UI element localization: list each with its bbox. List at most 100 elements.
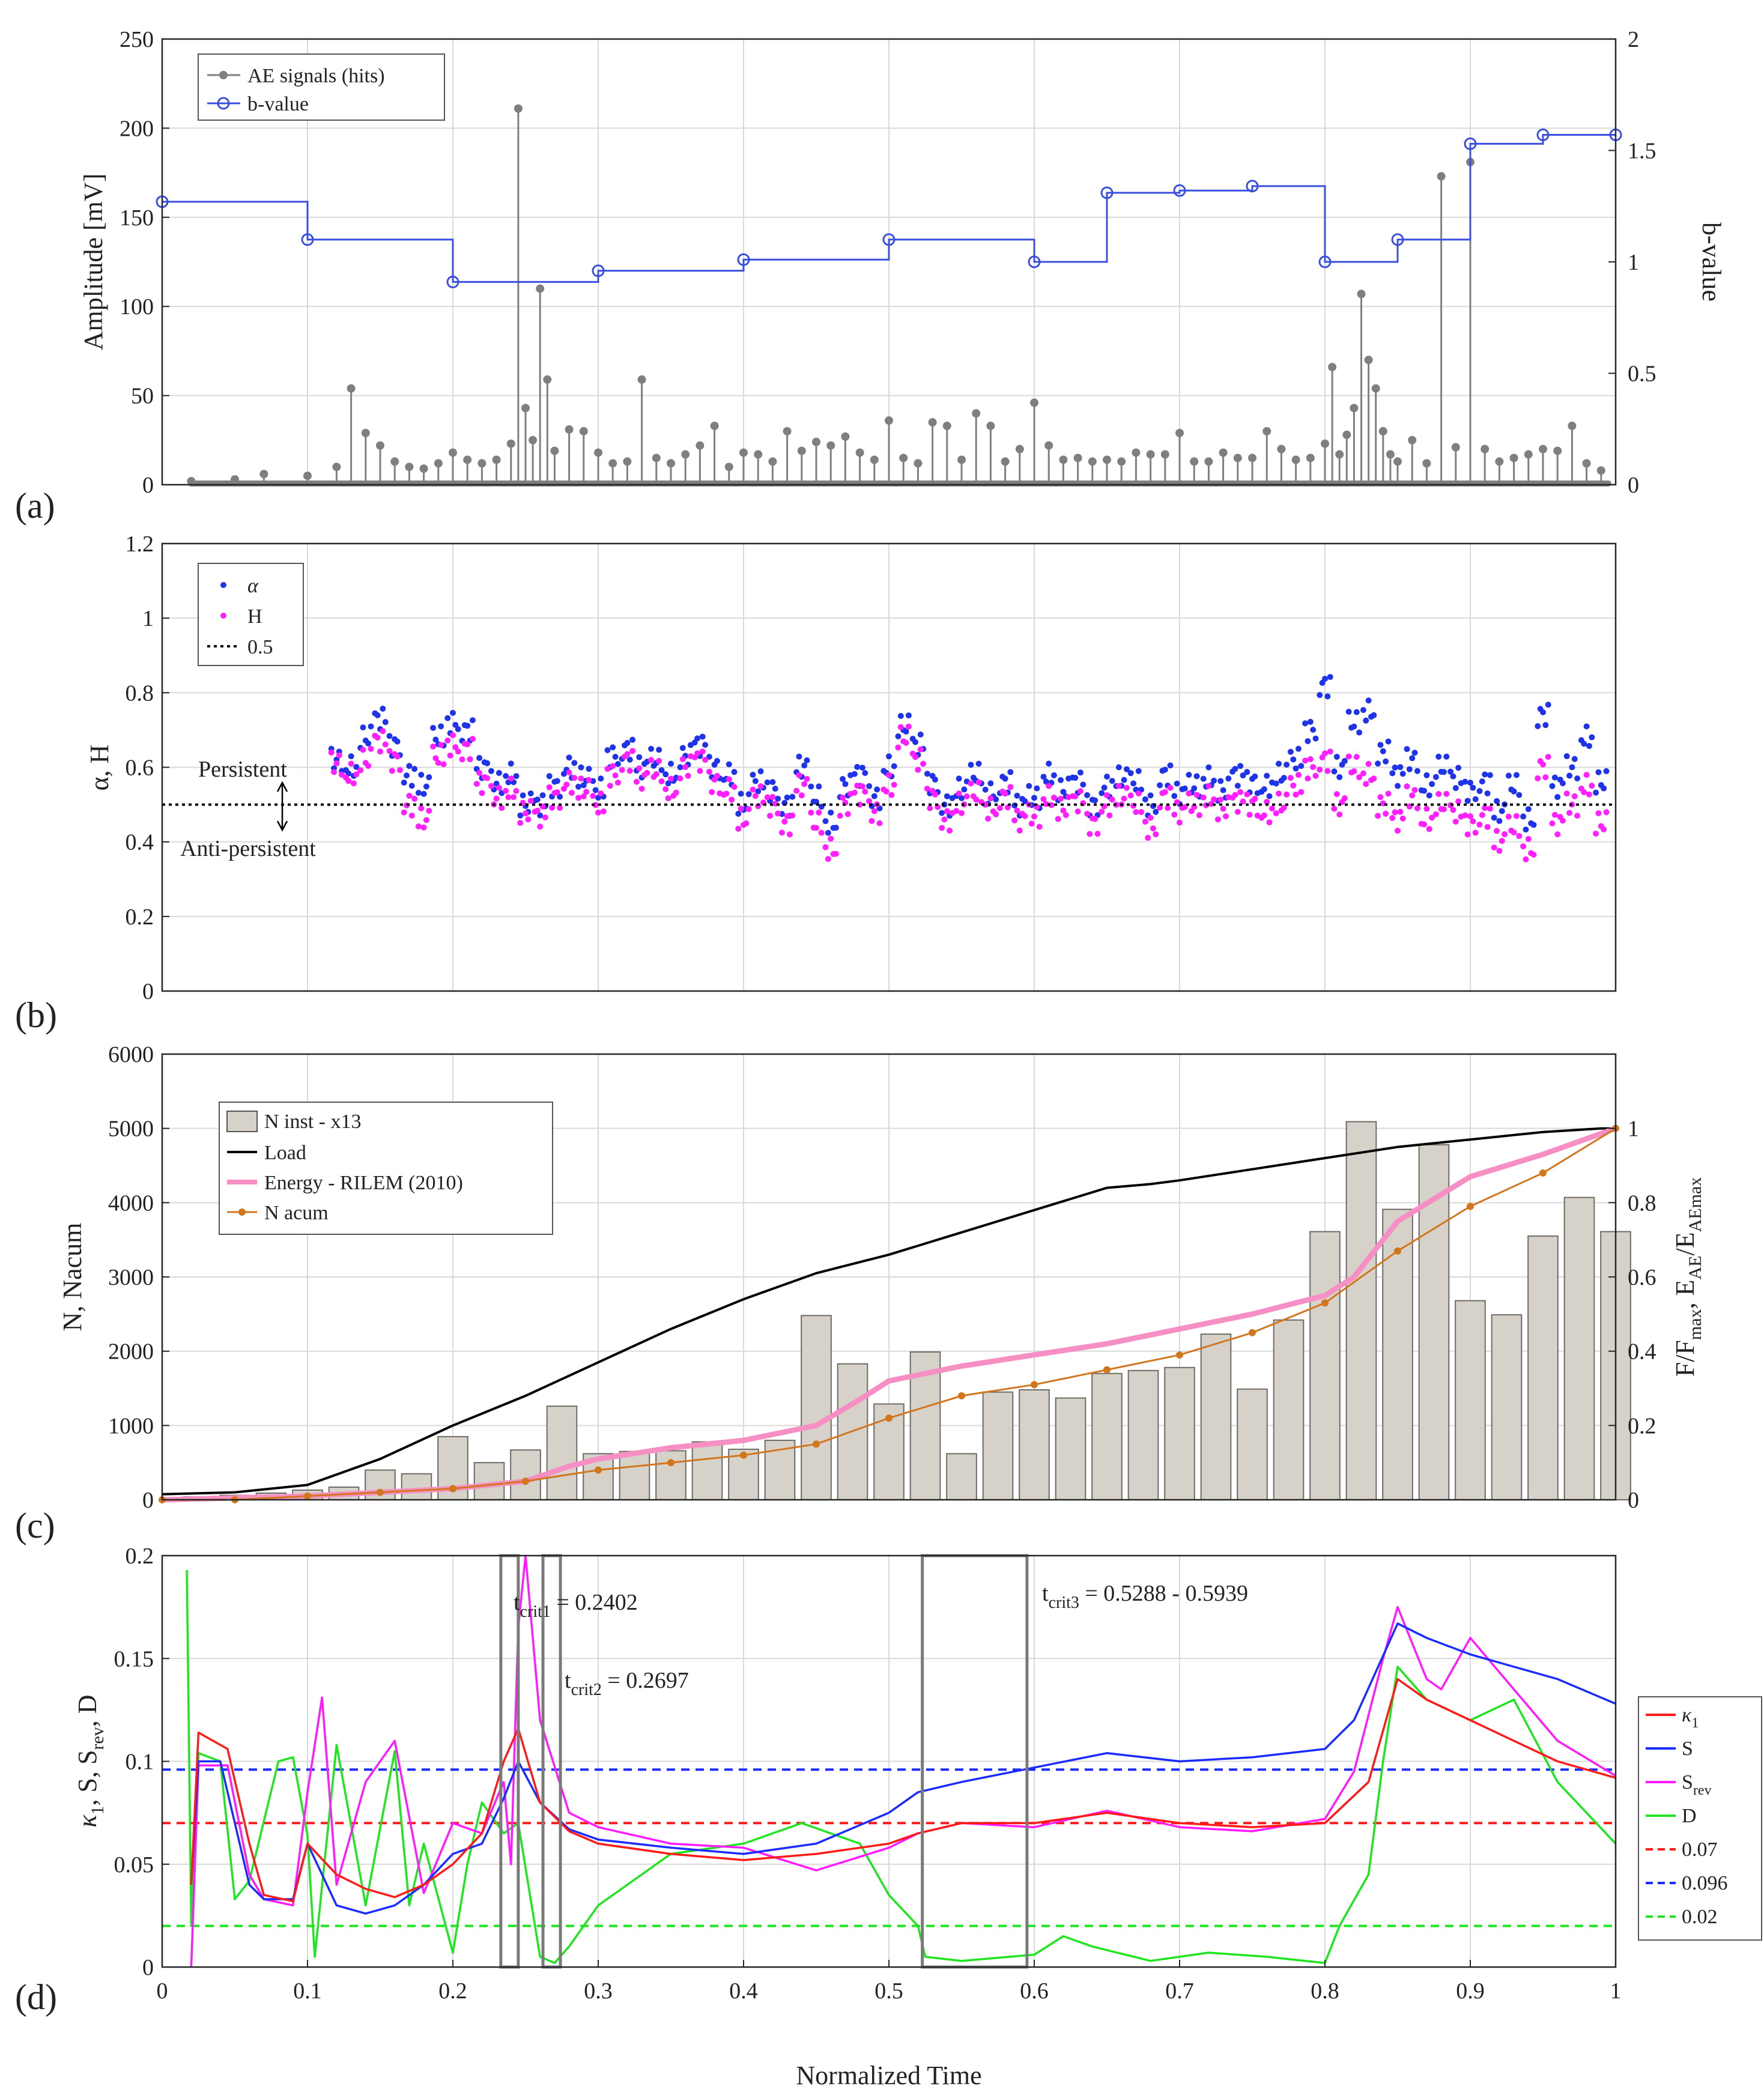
point-alpha <box>1220 787 1226 793</box>
bar <box>1200 1333 1232 1501</box>
point-h <box>1571 793 1578 799</box>
panel-d-y-label: κ1, S, Srev, D <box>73 1694 108 1827</box>
hit-marker <box>390 457 399 466</box>
point-h <box>822 844 829 850</box>
point-alpha <box>1470 784 1476 791</box>
point-h <box>673 789 679 796</box>
point-alpha <box>731 769 738 775</box>
legend-srev-label: Srev <box>1682 1771 1712 1798</box>
point-h <box>1525 835 1532 842</box>
point-alpha <box>1130 780 1137 787</box>
point-h <box>781 818 788 825</box>
legend-d-label: D <box>1682 1805 1697 1827</box>
point-h <box>883 788 890 795</box>
point-alpha <box>1549 783 1556 789</box>
point-alpha <box>1115 764 1122 771</box>
point-h <box>1581 789 1587 796</box>
panel-d-y-tick-label: 0.05 <box>114 1852 154 1878</box>
point-alpha <box>1153 808 1159 815</box>
hit-marker <box>1342 430 1351 439</box>
point-alpha <box>1426 792 1432 799</box>
point-h <box>447 752 453 759</box>
point-alpha <box>1317 692 1323 699</box>
point-h <box>1031 813 1037 820</box>
point-h <box>1084 810 1091 817</box>
point-alpha <box>408 783 415 789</box>
point-alpha <box>1092 797 1099 804</box>
point-h <box>1467 813 1473 820</box>
point-h <box>444 737 451 744</box>
point-h <box>546 784 553 790</box>
point-alpha <box>1429 781 1435 787</box>
point-h <box>1365 760 1372 767</box>
point-alpha <box>694 735 701 742</box>
point-h <box>1595 810 1602 816</box>
load-line <box>162 1127 1616 1496</box>
point-alpha <box>699 733 706 740</box>
point-alpha <box>1435 753 1442 760</box>
point-h <box>775 810 781 817</box>
point-h <box>464 741 471 748</box>
point-h <box>1104 792 1110 799</box>
x-tick-label: 0.6 <box>1020 1978 1049 2004</box>
panel-c-y-right-tick-label: 0 <box>1628 1488 1639 1513</box>
point-alpha <box>1290 756 1297 763</box>
hit-marker <box>1321 439 1329 448</box>
tcrit1-annotation: tcrit1 = 0.2402 <box>514 1590 638 1621</box>
point-alpha <box>1443 753 1450 760</box>
hit-marker <box>972 409 981 418</box>
point-h <box>396 767 403 774</box>
panel-a-y-right-tick-label: 1 <box>1628 250 1639 275</box>
point-alpha <box>636 754 643 760</box>
point-h <box>656 757 662 764</box>
point-h <box>985 816 992 822</box>
point-alpha <box>982 786 989 793</box>
bar <box>1455 1300 1486 1500</box>
n-acum-marker <box>1249 1329 1256 1336</box>
point-alpha <box>1043 778 1049 785</box>
point-alpha <box>353 763 360 770</box>
bar <box>1127 1369 1159 1501</box>
point-h <box>1077 788 1084 795</box>
point-alpha <box>1293 765 1299 772</box>
n-acum-marker <box>885 1414 893 1422</box>
point-alpha <box>1077 769 1084 776</box>
point-alpha <box>897 712 904 719</box>
point-alpha <box>1411 750 1418 756</box>
point-h <box>578 775 584 782</box>
hit-marker <box>710 422 719 431</box>
point-h <box>629 748 636 754</box>
legend-ninst-label: N inst - x13 <box>264 1111 362 1133</box>
legend-s-label: S <box>1682 1738 1693 1760</box>
point-h <box>1244 791 1250 798</box>
point-h <box>679 756 686 762</box>
point-h <box>1266 819 1273 826</box>
point-alpha <box>939 810 945 816</box>
point-alpha <box>854 763 861 770</box>
hit-marker <box>1568 422 1577 431</box>
point-h <box>1106 812 1113 819</box>
point-h <box>808 809 814 816</box>
point-h <box>357 767 364 774</box>
point-alpha <box>851 771 858 777</box>
hit-marker <box>1219 448 1228 457</box>
point-h <box>1494 828 1500 834</box>
point-alpha <box>1414 768 1420 774</box>
point-h <box>394 753 401 760</box>
legend-nacum-marker <box>238 1208 246 1216</box>
hit-marker <box>506 439 515 448</box>
svg-text:κ1, S, Srev, D: κ1, S, Srev, D <box>73 1694 108 1827</box>
point-alpha <box>1322 676 1328 682</box>
point-alpha <box>380 705 386 712</box>
point-alpha <box>871 793 877 799</box>
b-value-marker <box>1173 184 1186 197</box>
hit-marker <box>1044 441 1053 450</box>
point-alpha <box>658 767 665 774</box>
point-alpha <box>755 788 762 795</box>
legend-thr002-label: 0.02 <box>1682 1906 1718 1928</box>
hit-marker <box>1437 172 1446 181</box>
point-h <box>1016 827 1023 834</box>
bar <box>691 1441 723 1501</box>
point-h <box>1331 805 1338 812</box>
hit-marker <box>768 457 777 466</box>
